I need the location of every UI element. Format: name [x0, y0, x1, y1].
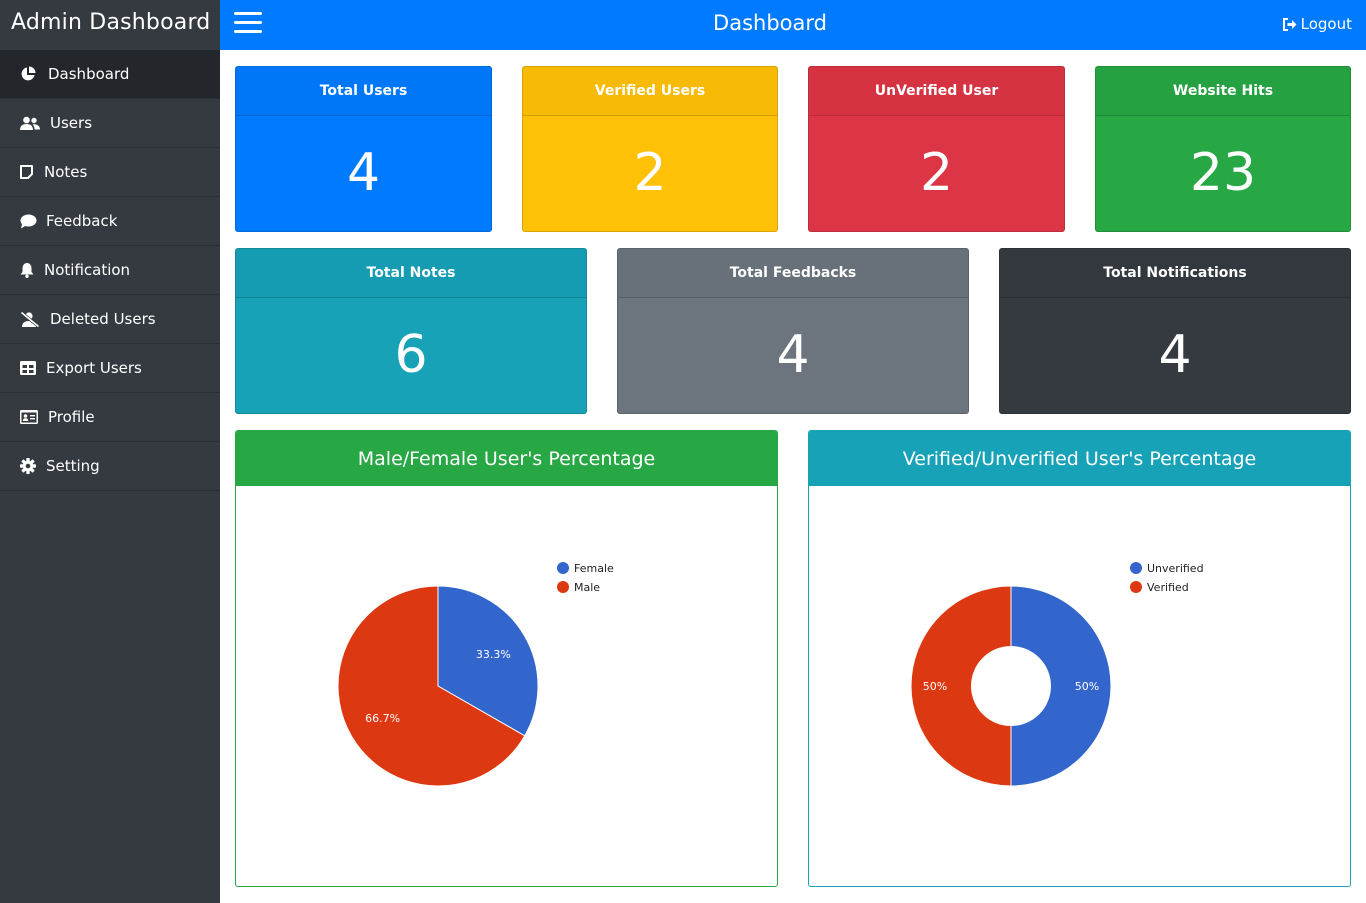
legend-label: Male — [574, 581, 600, 594]
stat-card-value: 6 — [394, 325, 428, 385]
stat-card-unverified-user: UnVerified User 2 — [808, 66, 1065, 232]
sidebar-item-dashboard[interactable]: Dashboard — [0, 50, 220, 99]
stat-card-value: 4 — [1158, 325, 1192, 385]
sidebar-item-notification[interactable]: Notification — [0, 246, 220, 295]
stat-card-label: Website Hits — [1096, 67, 1350, 116]
stat-card-label: UnVerified User — [809, 67, 1064, 116]
comment-icon — [20, 212, 40, 230]
stat-card-total-notifications: Total Notifications 4 — [999, 248, 1351, 414]
note-icon — [20, 163, 38, 181]
page-title: Dashboard — [713, 11, 827, 35]
topbar: Dashboard Logout — [220, 0, 1366, 50]
slice-data-label: 50% — [1075, 680, 1099, 693]
sidebar-item-users[interactable]: Users — [0, 99, 220, 148]
gear-icon — [20, 457, 40, 475]
sidebar-item-label: Feedback — [46, 212, 118, 230]
legend-swatch — [1130, 581, 1142, 593]
stat-card-label: Verified Users — [523, 67, 777, 116]
pie-slice-verified[interactable] — [910, 585, 1012, 787]
verification-donut-chart: 50% 50% Unverified Verified — [910, 562, 1204, 787]
stat-card-value: 4 — [776, 325, 810, 385]
sidebar-item-label: Notes — [44, 163, 88, 181]
legend-label: Verified — [1147, 581, 1189, 594]
legend-swatch — [1130, 562, 1142, 574]
menu-toggle-icon[interactable] — [234, 12, 262, 36]
chart-title: Verified/Unverified User's Percentage — [809, 431, 1350, 486]
verification-chart-panel: Verified/Unverified User's Percentage 50… — [808, 430, 1351, 887]
sidebar-item-profile[interactable]: Profile — [0, 393, 220, 442]
stat-card-value: 2 — [919, 143, 954, 203]
chart-title: Male/Female User's Percentage — [236, 431, 777, 486]
pie-chart-icon — [20, 65, 42, 83]
sidebar-item-notes[interactable]: Notes — [0, 148, 220, 197]
sidebar: Admin Dashboard Dashboard Users Notes Fe… — [0, 0, 220, 903]
slice-data-label: 50% — [923, 680, 947, 693]
stat-card-value: 4 — [346, 143, 381, 203]
pie-slice-male[interactable] — [337, 585, 526, 787]
bell-icon — [20, 261, 38, 279]
stat-card-label: Total Users — [236, 67, 491, 116]
gender-chart-panel: Male/Female User's Percentage 33.3% 66.7%… — [235, 430, 778, 887]
gender-pie-chart: 33.3% 66.7% Female Male — [337, 562, 614, 787]
stat-card-value: 23 — [1189, 143, 1257, 203]
stat-card-label: Total Notes — [236, 249, 586, 298]
id-card-icon — [20, 408, 42, 426]
pie-slice-female[interactable] — [437, 585, 539, 737]
donut-hole — [971, 646, 1051, 726]
sidebar-item-feedback[interactable]: Feedback — [0, 197, 220, 246]
sidebar-item-setting[interactable]: Setting — [0, 442, 220, 491]
logout-label: Logout — [1300, 15, 1352, 33]
sidebar-item-label: Deleted Users — [50, 310, 156, 328]
logout-button[interactable]: Logout — [1282, 15, 1352, 33]
sign-out-icon — [1282, 17, 1297, 31]
slice-data-label: 33.3% — [476, 648, 511, 661]
stat-card-total-notes: Total Notes 6 — [235, 248, 587, 414]
table-icon — [20, 359, 40, 377]
users-icon — [20, 114, 44, 132]
sidebar-item-export-users[interactable]: Export Users — [0, 344, 220, 393]
legend-label: Unverified — [1147, 562, 1204, 575]
sidebar-item-label: Export Users — [46, 359, 142, 377]
stat-card-label: Total Feedbacks — [618, 249, 968, 298]
sidebar-item-deleted-users[interactable]: Deleted Users — [0, 295, 220, 344]
slice-data-label: 66.7% — [365, 712, 400, 725]
stat-card-verified-users: Verified Users 2 — [522, 66, 778, 232]
pie-slice-unverified[interactable] — [1010, 585, 1112, 787]
stat-card-value: 2 — [633, 143, 667, 203]
stat-card-website-hits: Website Hits 23 — [1095, 66, 1351, 232]
stat-card-label: Total Notifications — [1000, 249, 1350, 298]
sidebar-item-label: Profile — [48, 408, 95, 426]
sidebar-item-label: Dashboard — [48, 65, 130, 83]
sidebar-item-label: Setting — [46, 457, 100, 475]
legend-label: Female — [574, 562, 614, 575]
sidebar-item-label: Notification — [44, 261, 131, 279]
brand-title: Admin Dashboard — [0, 0, 220, 50]
sidebar-item-label: Users — [50, 114, 93, 132]
legend-swatch — [557, 562, 569, 574]
stat-card-total-feedbacks: Total Feedbacks 4 — [617, 248, 969, 414]
stat-card-total-users: Total Users 4 — [235, 66, 492, 232]
legend-swatch — [557, 581, 569, 593]
sidebar-nav: Dashboard Users Notes Feedback Notificat… — [0, 50, 220, 491]
user-slash-icon — [20, 310, 44, 328]
